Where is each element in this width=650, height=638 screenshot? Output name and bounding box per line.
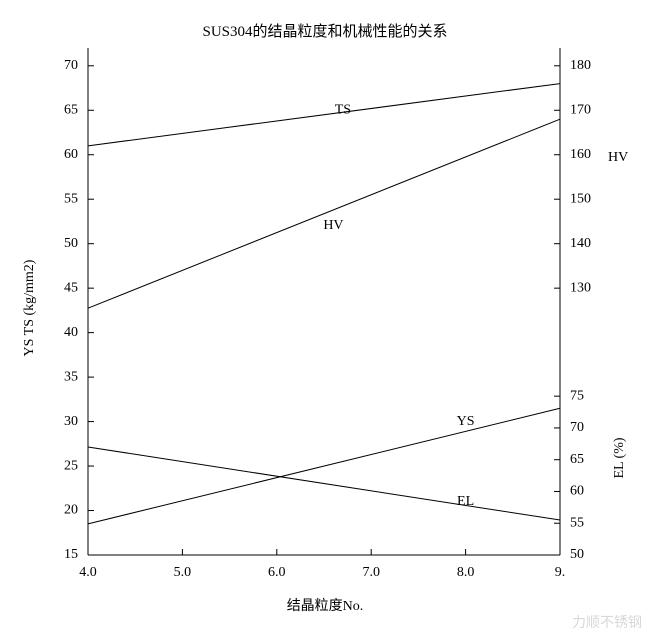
chart-container: SUS304的结晶粒度和机械性能的关系 YS TS (kg/mm2) HV EL… [0,0,650,638]
y-left-tick-label: 45 [64,280,78,295]
y-right-top-tick-label: 130 [570,280,591,295]
series-line-ts [88,84,560,146]
y-left-tick-label: 65 [64,102,78,117]
x-tick-label: 5.0 [174,565,192,580]
y-right-bottom-tick-label: 55 [570,515,584,530]
y-left-tick-label: 55 [64,191,78,206]
y-right-bottom-tick-label: 65 [570,452,584,467]
y-right-top-tick-label: 140 [570,236,591,251]
y-left-tick-label: 30 [64,414,78,429]
series-line-ys [88,408,560,524]
y-left-tick-label: 25 [64,458,78,473]
x-tick-label: 6.0 [268,565,286,580]
y-right-bottom-tick-label: 75 [570,388,584,403]
y-left-tick-label: 60 [64,147,78,162]
series-line-hv [88,119,560,308]
y-right-top-tick-label: 170 [570,102,591,117]
series-line-el [88,447,560,520]
y-left-tick-label: 20 [64,503,78,518]
chart-svg: 4.0 5.0 6.0 7.0 8.0 9. 15 20 25 30 35 40 45 50 55 60 65 7… [0,0,650,638]
y-right-top-tick-label: 160 [570,147,591,162]
series-label-ys: YS [457,414,475,429]
y-right-bottom-tick-label: 70 [570,420,584,435]
x-tick-label: 7.0 [362,565,380,580]
y-left-tick-label: 35 [64,369,78,384]
y-left-tick-label: 50 [64,236,78,251]
y-right-bottom-tick-label: 60 [570,484,584,499]
series-label-el: EL [457,494,474,509]
series-label-ts: TS [335,102,351,117]
x-tick-label: 8.0 [457,565,475,580]
y-right-top-tick-label: 150 [570,191,591,206]
series-label-hv: HV [323,218,343,233]
y-left-tick-label: 40 [64,325,78,340]
y-right-bottom-tick-label: 50 [570,547,584,562]
x-tick-label: 9. [555,565,566,580]
y-left-tick-label: 15 [64,547,78,562]
y-right-top-tick-label: 180 [570,58,591,73]
y-left-tick-label: 70 [64,58,78,73]
x-tick-label: 4.0 [79,565,97,580]
